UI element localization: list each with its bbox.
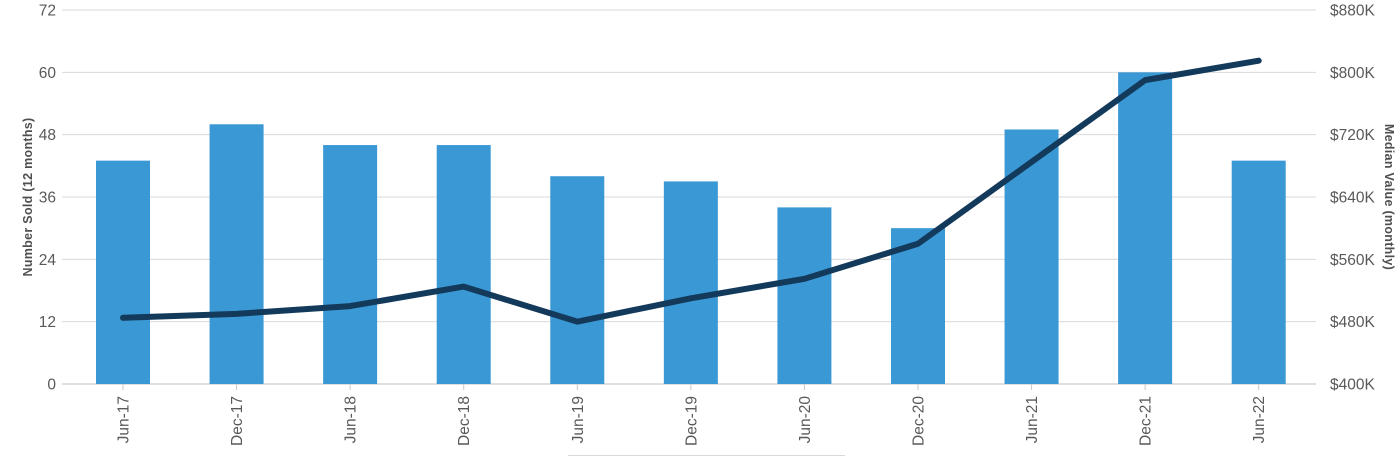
bar-dec-17[interactable] [209, 124, 264, 385]
x-axis-label-jun-17: Jun-17 [116, 396, 133, 443]
left-axis-tick-label: 0 [47, 377, 56, 394]
x-axis-label-dec-19: Dec-19 [683, 396, 700, 446]
right-axis-tick-label: $480K [1330, 314, 1375, 331]
bar-jun-18[interactable] [323, 145, 378, 384]
bar-jun-19[interactable] [550, 176, 605, 384]
bar-jun-21[interactable] [1004, 129, 1059, 384]
left-axis-tick-label: 24 [39, 252, 57, 269]
bar-dec-21[interactable] [1118, 72, 1173, 384]
bar-jun-22[interactable] [1231, 160, 1286, 384]
x-axis-label-jun-21: Jun-21 [1024, 396, 1041, 443]
left-axis-tick-label: 48 [39, 127, 56, 144]
x-axis-label-jun-22: Jun-22 [1251, 396, 1268, 443]
right-axis-tick-label: $400K [1330, 377, 1375, 394]
right-axis-tick-label: $560K [1330, 252, 1375, 269]
median-value-line[interactable] [120, 57, 1262, 325]
x-axis-label-dec-17: Dec-17 [229, 396, 246, 446]
bar-jun-20[interactable] [777, 207, 832, 384]
x-axis-label-jun-18: Jun-18 [343, 396, 360, 443]
bar-dec-20[interactable] [890, 228, 945, 384]
x-axis-label-jun-19: Jun-19 [570, 396, 587, 443]
x-axis-label-dec-20: Dec-20 [910, 396, 927, 446]
right-axis-tick-label: $720K [1330, 127, 1375, 144]
x-axis-label-dec-21: Dec-21 [1138, 396, 1155, 446]
bar-dec-19[interactable] [663, 181, 718, 384]
left-axis-tick-label: 12 [39, 314, 56, 331]
left-axis-tick-label: 36 [39, 190, 56, 207]
left-axis-tick-label: 72 [39, 3, 56, 20]
left-axis-tick-label: 60 [39, 65, 57, 82]
x-axis-label-jun-20: Jun-20 [797, 396, 814, 444]
right-axis-tick-label: $800K [1330, 65, 1375, 82]
left-axis-title: Number Sold (12 months) [21, 117, 35, 277]
bar-jun-17[interactable] [96, 160, 150, 384]
right-axis-tick-label: $640K [1330, 190, 1375, 207]
bar-dec-18[interactable] [436, 145, 491, 384]
right-axis-title: Median Value (monthly) [1382, 123, 1396, 271]
right-axis-tick-label: $880K [1330, 3, 1375, 20]
x-axis-label-dec-18: Dec-18 [456, 396, 473, 446]
